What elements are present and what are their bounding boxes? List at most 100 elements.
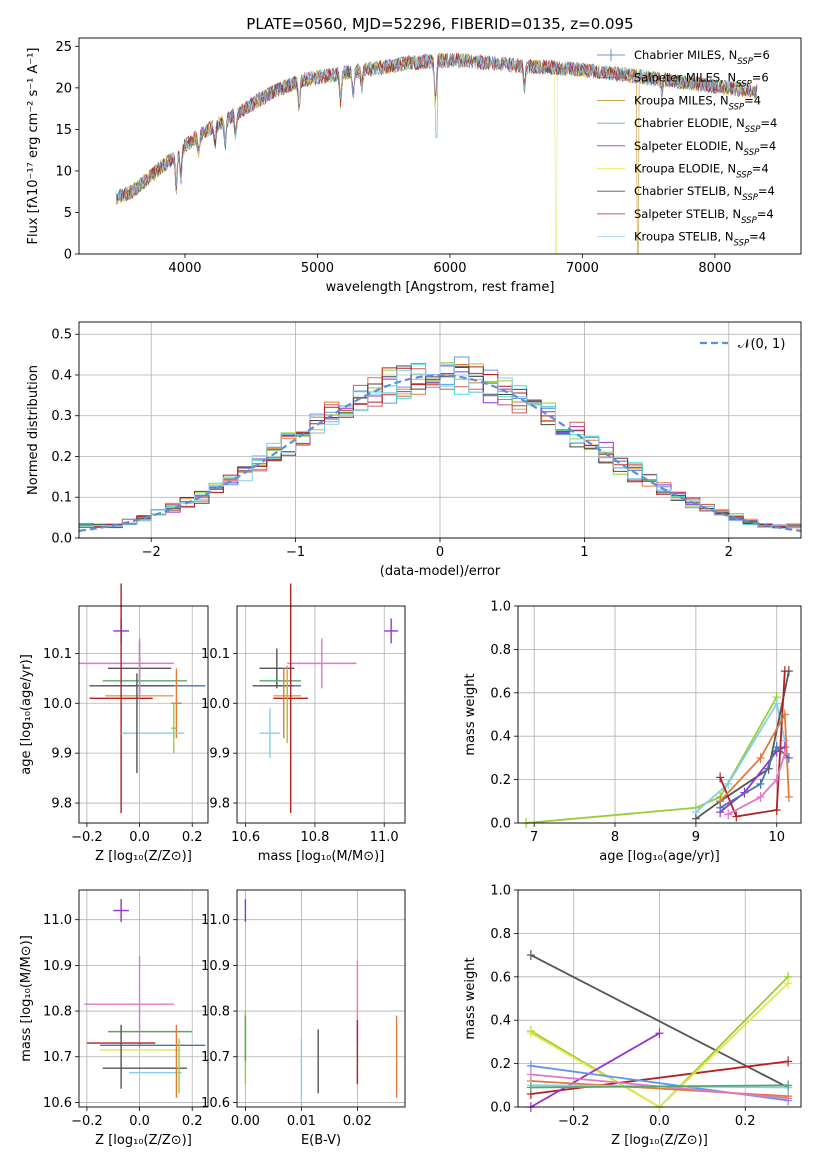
age_vs_Z-x-axis-label: Z [log₁₀(Z/Z⊙)] [95,849,192,864]
residuals-histogram-series [79,365,801,529]
mass_weight_vs_Z-tick-label-x: 0.2 [735,1114,756,1129]
mass_weight_vs_Z-tick-label-y: 1.0 [490,884,511,899]
spectrum-tick-label-y: 25 [55,40,72,55]
mass_vs_ebv-tick-label-x: 0.02 [343,1114,372,1129]
residuals-tick-label-y: 0.3 [51,409,72,424]
mass_vs_ebv-x-axis-label: E(B-V) [301,1133,341,1148]
residuals-tick-label-x: −1 [286,545,305,560]
mass_weight_vs_Z-y-axis-label: mass weight [463,957,478,1039]
mass_weight_vs_age-tick-label-x: 8 [611,830,619,845]
spectrum-tick-label-y: 0 [64,248,72,263]
residuals-tick-label-y: 0.1 [51,491,72,506]
spectrum-frame [78,37,802,255]
age_vs_Z-tick-label-y: 9.9 [51,747,72,762]
spectrum-tick-label-x: 6000 [433,261,466,276]
mass_vs_ebv-tick-label-x: 0.00 [231,1114,260,1129]
spectrum-tick-label-x: 8000 [698,261,731,276]
mass_weight_vs_age-tick-label-y: 0.6 [490,686,511,701]
spectrum-tick-label-y: 10 [55,164,72,179]
mass_weight_vs_age-series-line [719,671,786,818]
mass_weight_vs_age-tick-label-y: 0.0 [490,817,511,832]
residuals-tick-label-y: 0.2 [51,450,72,465]
age_vs_mass-tick-label-y: 10.0 [201,697,230,712]
age_vs_mass-frame [236,605,406,824]
age_vs_Z-tick-label-y: 10.0 [43,697,72,712]
mass_weight_vs_Z-tick-label-x: −0.2 [558,1114,590,1129]
mass_vs_Z-tick-label-x: 0.2 [182,1114,203,1129]
mass_weight_vs_Z-series-line [530,1084,789,1089]
residuals-tick-label-x: −2 [142,545,161,560]
mass_weight_vs_age-x-axis-label: age [log₁₀(age/yr)] [599,849,720,864]
residuals-frame [78,321,802,539]
mass_vs_ebv-tick-label-x: 0.01 [287,1114,316,1129]
mass_weight_vs_Z-tick-label-x: 0.0 [649,1114,670,1129]
mass_vs_ebv-tick-label-y: 10.6 [201,1096,230,1111]
age_vs_Z-y-axis-label: age [log₁₀(age/yr)] [19,654,34,775]
age_vs_mass-tick-label-y: 10.1 [201,647,230,662]
mass_vs_Z-tick-label-x: −0.2 [71,1114,103,1129]
age_vs_mass-tick-label-x: 10.6 [231,830,260,845]
spectrum-tick-label-x: 4000 [168,261,201,276]
age_vs_mass-tick-label-y: 9.8 [209,797,230,812]
mass_weight_vs_Z-x-axis-label: Z [log₁₀(Z/Z⊙)] [611,1133,708,1148]
mass_weight_vs_age-y-axis-label: mass weight [463,673,478,755]
age_vs_Z-frame [78,605,209,824]
mass_weight_vs_Z-tick-label-y: 0.0 [490,1101,511,1116]
mass_vs_Z-tick-label-y: 11.0 [43,913,72,928]
spectrum-tick-label-x: 5000 [301,261,334,276]
mass_weight_vs_age-tick-label-x: 7 [530,830,538,845]
residuals-tick-label-y: 0.5 [51,328,72,343]
mass_weight_vs_Z-tick-label-y: 0.4 [490,1014,511,1029]
mass_weight_vs_age-tick-label-y: 1.0 [490,600,511,615]
residuals-tick-label-y: 0.4 [51,368,72,383]
mass_vs_Z-frame [78,889,209,1108]
mass_vs_ebv-tick-label-y: 10.9 [201,959,230,974]
age_vs_Z-tick-label-y: 9.8 [51,797,72,812]
mass_weight_vs_age-series-line [719,745,790,809]
age_vs_mass-tick-label-x: 11.0 [370,830,399,845]
mass_vs_Z-tick-label-y: 10.6 [43,1096,72,1111]
figure-title: PLATE=0560, MJD=52296, FIBERID=0135, z=0… [246,15,633,33]
mass_weight_vs_Z-series-line [530,1032,660,1108]
mass_weight_vs_age-tick-label-x: 10 [768,830,785,845]
spectrum-tick-label-x: 7000 [566,261,599,276]
residuals-histogram-series [79,363,801,528]
age_vs_mass-tick-label-y: 9.9 [209,747,230,762]
mass_weight_vs_age-tick-label-y: 0.2 [490,773,511,788]
spectrum-tick-label-y: 20 [55,81,72,96]
mass_vs_Z-tick-label-y: 10.7 [43,1050,72,1065]
mass_weight_vs_age-series-line [727,753,786,816]
mass_weight_vs_Z-tick-label-y: 0.6 [490,970,511,985]
age_vs_mass-tick-label-x: 10.8 [300,830,329,845]
spectrum-tick-label-y: 15 [55,123,72,138]
mass_weight_vs_age-series-line [695,670,790,820]
residuals-legend-label: 𝒩(0, 1) [738,337,785,352]
mass_weight_vs_age-tick-label-y: 0.4 [490,730,511,745]
mass_vs_ebv-frame [236,889,406,1108]
spectrum-series-line [115,53,758,205]
mass_weight_vs_age-tick-label-y: 0.8 [490,643,511,658]
mass_vs_ebv-tick-label-y: 11.0 [201,913,230,928]
age_vs_Z-tick-label-x: 0.2 [182,830,203,845]
residuals-tick-label-y: 0.0 [51,532,72,547]
mass_vs_Z-y-axis-label: mass [log₁₀(M/M⊙)] [19,935,34,1062]
mass_vs_ebv-tick-label-y: 10.7 [201,1050,230,1065]
mass_weight_vs_age-tick-label-x: 9 [692,830,700,845]
mass_weight_vs_Z-frame [517,889,802,1108]
residuals-tick-label-x: 2 [725,545,733,560]
mass_weight_vs_Z-series-line [530,1060,789,1095]
mass_vs_Z-tick-label-x: 0.0 [129,1114,150,1129]
mass_vs_Z-tick-label-y: 10.9 [43,959,72,974]
age_vs_Z-tick-label-x: −0.2 [71,830,103,845]
spectrum-tick-label-y: 5 [64,206,72,221]
residuals-histogram-series [79,368,801,529]
spectrum-x-axis-label: wavelength [Angstrom, rest frame] [326,280,555,295]
spectrum-y-axis-label: Flux [fλ10⁻¹⁷ erg cm⁻² s⁻¹ A⁻¹] [26,48,41,245]
residuals-y-axis-label: Normed distribution [26,365,41,495]
mass_weight_vs_age-frame [517,605,802,824]
mass_vs_Z-x-axis-label: Z [log₁₀(Z/Z⊙)] [95,1133,192,1148]
residuals-tick-label-x: 0 [436,545,444,560]
mass_weight_vs_Z-tick-label-y: 0.8 [490,927,511,942]
age_vs_Z-tick-label-y: 10.1 [43,647,72,662]
